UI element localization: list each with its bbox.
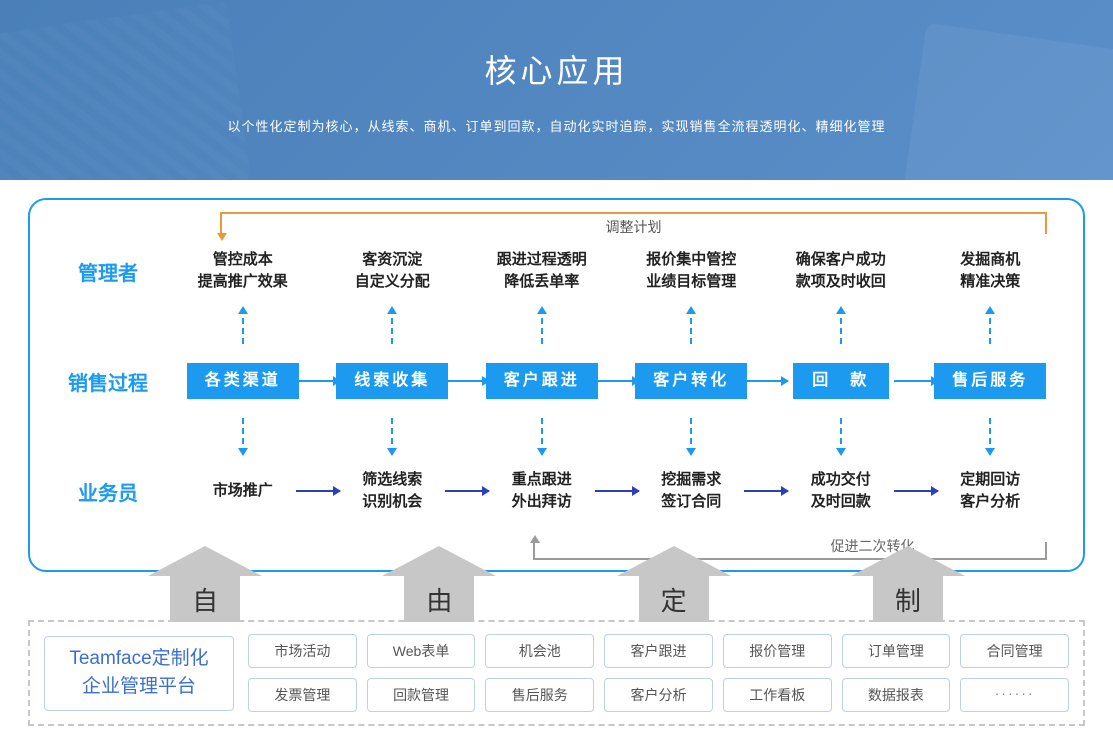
staff-item: 筛选线索识别机会 bbox=[318, 469, 468, 514]
big-arrow: 制 bbox=[873, 576, 943, 622]
sales-stage: 线索收集 bbox=[318, 363, 468, 399]
dash-icon bbox=[766, 418, 916, 454]
staff-item: 市场推广 bbox=[168, 480, 318, 503]
dash-icon bbox=[318, 418, 468, 454]
dashes-up bbox=[48, 308, 1065, 344]
dash-icon bbox=[168, 418, 318, 454]
manager-item: 确保客户成功款项及时收回 bbox=[766, 249, 916, 294]
module-item: ······ bbox=[960, 678, 1069, 712]
main-content: 调整计划 管理者 管控成本提高推广效果客资沉淀自定义分配跟进过程透明降低丢单率报… bbox=[0, 180, 1113, 726]
sales-stage: 售后服务 bbox=[916, 363, 1066, 399]
manager-item: 跟进过程透明降低丢单率 bbox=[467, 249, 617, 294]
hero-banner: 核心应用 以个性化定制为核心，从线索、商机、订单到回款，自动化实时追踪，实现销售… bbox=[0, 0, 1113, 180]
sales-stage: 各类渠道 bbox=[168, 363, 318, 399]
manager-item: 发掘商机精准决策 bbox=[916, 249, 1066, 294]
manager-item: 报价集中管控业绩目标管理 bbox=[617, 249, 767, 294]
dash-icon bbox=[916, 418, 1066, 454]
module-item: 客户分析 bbox=[604, 678, 713, 712]
staff-item: 挖掘需求签订合同 bbox=[617, 469, 767, 514]
module-item: 数据报表 bbox=[842, 678, 951, 712]
loop-top-label: 调整计划 bbox=[598, 217, 670, 237]
module-item: 售后服务 bbox=[485, 678, 594, 712]
dash-icon bbox=[766, 308, 916, 344]
platform-l2: 企业管理平台 bbox=[82, 676, 196, 697]
module-item: 客户跟进 bbox=[604, 634, 713, 668]
dash-icon bbox=[617, 308, 767, 344]
module-item: 市场活动 bbox=[248, 634, 357, 668]
module-item: 机会池 bbox=[485, 634, 594, 668]
dash-icon bbox=[467, 418, 617, 454]
row-label-manager: 管理者 bbox=[48, 257, 168, 286]
hero-subtitle: 以个性化定制为核心，从线索、商机、订单到回款，自动化实时追踪，实现销售全流程透明… bbox=[227, 116, 885, 135]
platform-name: Teamface定制化 企业管理平台 bbox=[44, 636, 234, 711]
hero-title: 核心应用 bbox=[484, 46, 628, 92]
module-item: 回款管理 bbox=[367, 678, 476, 712]
staff-item: 定期回访客户分析 bbox=[916, 469, 1066, 514]
dash-icon bbox=[168, 308, 318, 344]
sales-stage: 回 款 bbox=[766, 363, 916, 399]
module-item: Web表单 bbox=[367, 634, 476, 668]
manager-item: 管控成本提高推广效果 bbox=[168, 249, 318, 294]
module-item: 报价管理 bbox=[723, 634, 832, 668]
dashes-down bbox=[48, 418, 1065, 454]
row-sales: 销售过程 各类渠道线索收集客户跟进客户转化回 款售后服务 bbox=[48, 344, 1065, 418]
dash-icon bbox=[617, 418, 767, 454]
module-item: 发票管理 bbox=[248, 678, 357, 712]
row-staff: 业务员 市场推广筛选线索识别机会重点跟进外出拜访挖掘需求签订合同成功交付及时回款… bbox=[48, 454, 1065, 528]
big-arrow: 定 bbox=[639, 576, 709, 622]
sales-stage: 客户跟进 bbox=[467, 363, 617, 399]
module-grid: 市场活动 Web表单机会池客户跟进报价管理订单管理合同管理发票管理回款管理售后服务… bbox=[248, 634, 1069, 712]
dash-icon bbox=[916, 308, 1066, 344]
module-item: 订单管理 bbox=[842, 634, 951, 668]
staff-item: 重点跟进外出拜访 bbox=[467, 469, 617, 514]
sales-stage: 客户转化 bbox=[617, 363, 767, 399]
flow-panel: 调整计划 管理者 管控成本提高推广效果客资沉淀自定义分配跟进过程透明降低丢单率报… bbox=[28, 198, 1085, 572]
feedback-loop-top: 调整计划 bbox=[220, 212, 1047, 234]
manager-item: 客资沉淀自定义分配 bbox=[318, 249, 468, 294]
module-item: 工作看板 bbox=[723, 678, 832, 712]
row-label-sales: 销售过程 bbox=[48, 367, 168, 396]
module-item: 合同管理 bbox=[960, 634, 1069, 668]
platform-l1: Teamface定制化 bbox=[69, 648, 208, 669]
row-label-staff: 业务员 bbox=[48, 477, 168, 506]
big-arrow: 自 bbox=[170, 576, 240, 622]
staff-item: 成功交付及时回款 bbox=[766, 469, 916, 514]
row-manager: 管理者 管控成本提高推广效果客资沉淀自定义分配跟进过程透明降低丢单率报价集中管控… bbox=[48, 234, 1065, 308]
feedback-loop-bottom: 促进二次转化 bbox=[533, 542, 1047, 560]
dash-icon bbox=[467, 308, 617, 344]
big-arrow: 由 bbox=[404, 576, 474, 622]
modules-panel: Teamface定制化 企业管理平台 市场活动 Web表单机会池客户跟进报价管理订… bbox=[28, 620, 1085, 726]
dash-icon bbox=[318, 308, 468, 344]
big-up-arrows: 自由定制 bbox=[28, 576, 1085, 622]
